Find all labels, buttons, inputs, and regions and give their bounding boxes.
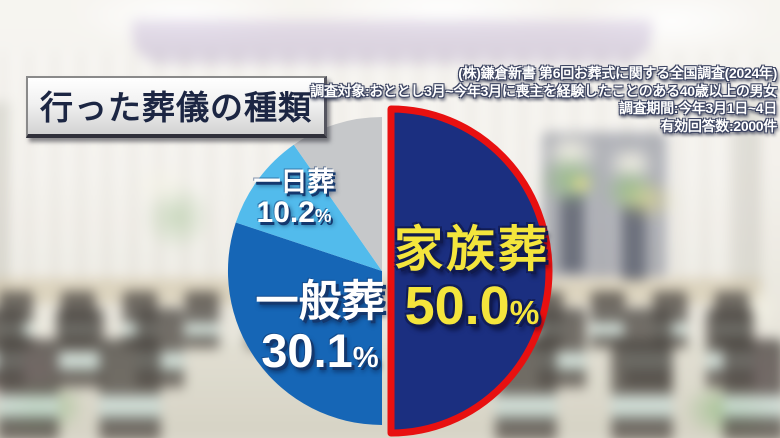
source-line: 調査対象:おととし3月~今年3月に喪主を経験したことのある40歳以上の男女 (310, 82, 777, 99)
percent-sign: % (314, 204, 332, 226)
pie-slice-3 (293, 116, 382, 272)
chair (184, 291, 220, 349)
pie-slice-1 (227, 222, 382, 425)
slice-label-kazokuso: 家族葬 50.0% (384, 223, 560, 336)
slice-value: 30.1% (261, 323, 379, 377)
source-line: 有効回答数:2000件 (660, 117, 777, 134)
chair (0, 338, 59, 438)
percent-sign: % (509, 294, 540, 332)
chair (611, 338, 673, 438)
slice-name: 一般葬 (255, 278, 385, 326)
slice-label-ippanso: 一般葬 30.1% (234, 278, 406, 377)
slice-label-ichinichiso: 一日葬 10.2% (214, 167, 374, 229)
chair (56, 308, 104, 388)
pie-slice-0 (387, 105, 553, 437)
slice-value: 50.0% (404, 275, 540, 336)
source-line: 調査期間:今年3月1日~4日 (619, 100, 777, 117)
slice-name: 一日葬 (253, 167, 335, 197)
chair (723, 338, 780, 438)
survey-source-block: (株)鎌倉新書 第6回お葬式に関する全国調査(2024年) 調査対象:おととし3… (310, 65, 777, 136)
chair (99, 338, 161, 438)
source-line: (株)鎌倉新書 第6回お葬式に関する全国調査(2024年) (458, 65, 777, 81)
page-title: 行った葬儀の種類 (26, 76, 327, 138)
pie-slice-2 (235, 144, 382, 271)
slice-value: 10.2% (256, 195, 332, 229)
slice-name: 家族葬 (393, 223, 550, 277)
percent-sign: % (352, 341, 379, 374)
